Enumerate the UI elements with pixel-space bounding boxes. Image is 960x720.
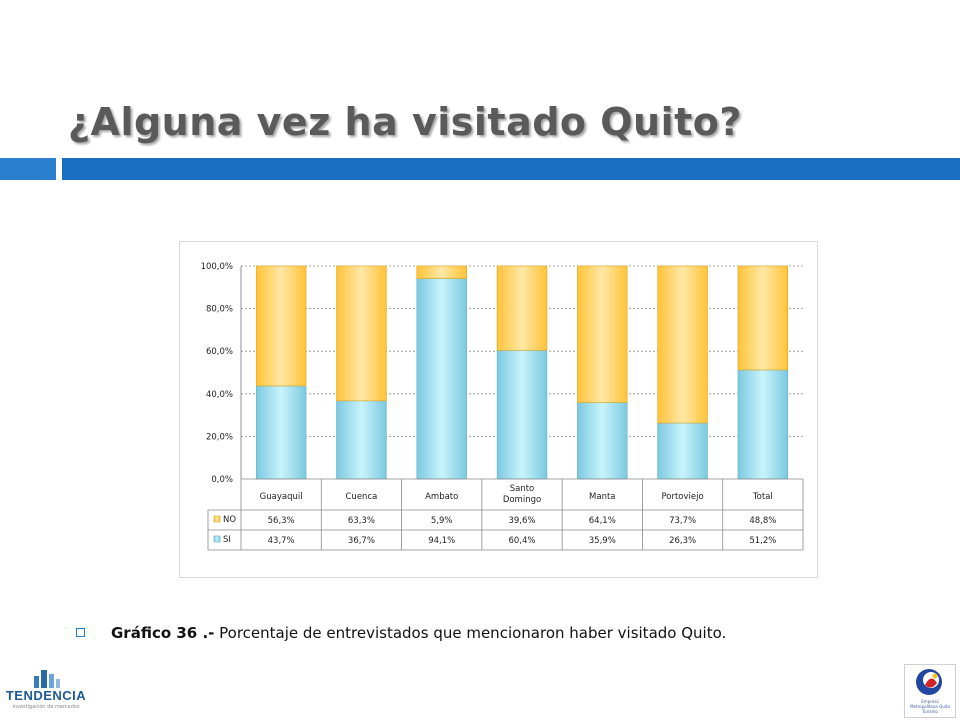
y-tick-label: 60,0% — [206, 347, 233, 357]
data-table-value: 39,6% — [508, 516, 535, 526]
legend-label-no: NO — [223, 515, 236, 525]
bar-si — [416, 278, 467, 480]
data-table-value: 64,1% — [589, 516, 616, 526]
quito-turismo-logo: Empresa Metropolitana Quito Turismo — [904, 664, 956, 718]
data-table-value: 51,2% — [749, 536, 776, 546]
logo-right-subtitle: Empresa Metropolitana Quito Turismo — [910, 699, 950, 714]
legend-key-si — [213, 535, 221, 543]
chart-container: 0,0% 20,0% 40,0% 60,0% 80,0% 100,0% Guayaquil… — [179, 241, 818, 578]
data-table-value: 48,8% — [749, 516, 776, 526]
caption-text: Porcentaje de entrevistados que menciona… — [214, 624, 727, 642]
x-category-label: Portoviejo — [661, 492, 703, 502]
data-table-value: 43,7% — [268, 536, 295, 546]
data-table-value: 26,3% — [669, 536, 696, 546]
bar-si — [577, 402, 628, 480]
x-category-label: Total — [752, 492, 773, 502]
buildings-icon — [34, 670, 60, 688]
y-tick-label: 40,0% — [206, 390, 233, 400]
bar-no — [336, 265, 387, 402]
x-category-label: Manta — [589, 492, 615, 502]
quito-turismo-emblem-icon — [916, 669, 942, 695]
y-tick-label: 20,0% — [206, 432, 233, 442]
caption-label: Gráfico 36 .- — [111, 624, 215, 642]
x-category-label: Ambato — [425, 492, 458, 502]
slide-title: ¿Alguna vez ha visitado Quito? — [68, 100, 742, 144]
tendencia-logo: TENDENCIA investigación de mercados — [4, 666, 88, 718]
logo-name: TENDENCIA — [5, 688, 87, 703]
data-table-value: 35,9% — [589, 536, 616, 546]
bar-si — [255, 385, 307, 480]
bar-si — [496, 350, 548, 480]
data-table-value: 63,3% — [348, 516, 375, 526]
data-table-value: 94,1% — [428, 536, 455, 546]
x-category-label: Santo — [510, 484, 535, 494]
bar-no — [737, 265, 789, 371]
x-category-label: Cuenca — [346, 492, 378, 502]
bar-no — [577, 265, 628, 403]
y-tick-label: 80,0% — [206, 305, 233, 315]
y-tick-label: 0,0% — [211, 475, 233, 485]
title-accent-bar-left — [0, 158, 56, 180]
square-bullet-icon — [76, 628, 85, 637]
legend-key-no — [213, 515, 221, 523]
bar-si — [336, 400, 387, 480]
bar-no — [496, 265, 548, 351]
bar-no — [255, 265, 307, 387]
data-table-value: 56,3% — [268, 516, 295, 526]
x-category-label: Domingo — [503, 495, 541, 505]
data-table-value: 5,9% — [431, 516, 453, 526]
data-table-value: 60,4% — [508, 536, 535, 546]
logo-subtitle: investigación de mercados — [12, 704, 80, 710]
data-table-value: 73,7% — [669, 516, 696, 526]
bar-no — [657, 265, 708, 424]
bar-si — [737, 369, 789, 480]
bar-no — [416, 265, 467, 279]
legend-label-si: SI — [223, 535, 231, 545]
x-category-label: Guayaquil — [260, 492, 303, 502]
title-accent-bar — [62, 158, 960, 180]
chart-caption: Gráfico 36 .- Porcentaje de entrevistado… — [76, 624, 726, 642]
data-table-value: 36,7% — [348, 536, 375, 546]
stacked-bar-chart: 0,0% 20,0% 40,0% 60,0% 80,0% 100,0% Guayaquil… — [201, 262, 804, 551]
y-tick-label: 100,0% — [201, 262, 233, 272]
bar-si — [657, 422, 708, 480]
